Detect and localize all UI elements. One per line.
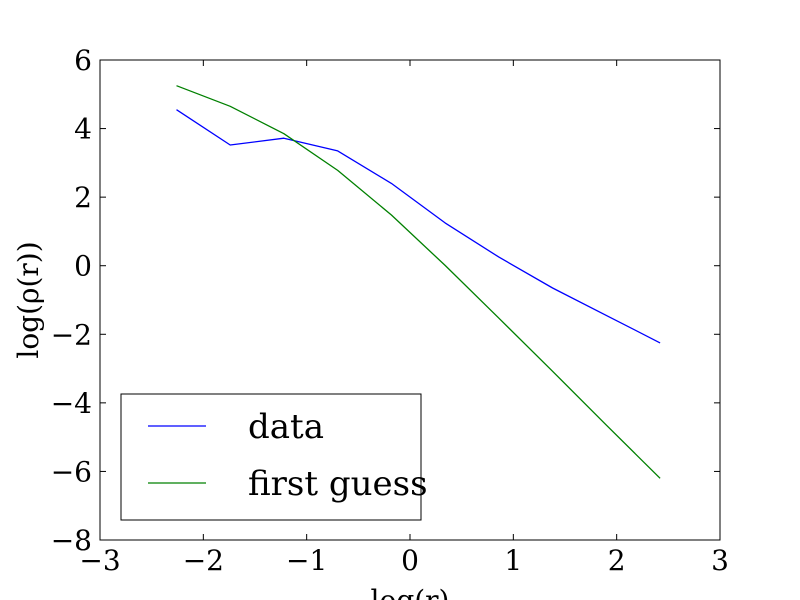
legend-box	[120, 393, 422, 521]
legend-label-first-guess: first guess	[248, 464, 428, 504]
y-tick-label: −2	[51, 318, 92, 351]
x-axis-label: log(r)	[371, 584, 450, 600]
x-tick-label: −3	[79, 544, 120, 577]
x-tick-label: −2	[183, 544, 224, 577]
legend-label-data: data	[248, 407, 324, 447]
x-tick-label: 1	[504, 544, 522, 577]
x-tick-label: 2	[608, 544, 626, 577]
x-tick-label: 3	[711, 544, 729, 577]
x-tick-label: −1	[286, 544, 327, 577]
y-tick-label: 6	[74, 44, 92, 77]
y-tick-label: −4	[51, 387, 92, 420]
y-tick-label: 2	[74, 181, 92, 214]
series-lines	[176, 85, 661, 479]
y-axis-label: log(ρ(r))	[12, 241, 45, 358]
series-line-data	[176, 109, 661, 344]
x-tick-label: 0	[401, 544, 419, 577]
y-tick-label: −8	[51, 524, 92, 557]
y-tick-label: 4	[74, 113, 92, 146]
series-line-first-guess	[176, 85, 661, 479]
y-tick-label: −6	[51, 455, 92, 488]
axis-ticks: −3 −2 −1 0 1 2 3 −8 −6 −4 −2 0 2 4 6	[51, 44, 729, 577]
y-tick-label: 0	[74, 250, 92, 283]
legend: data first guess	[120, 393, 428, 521]
